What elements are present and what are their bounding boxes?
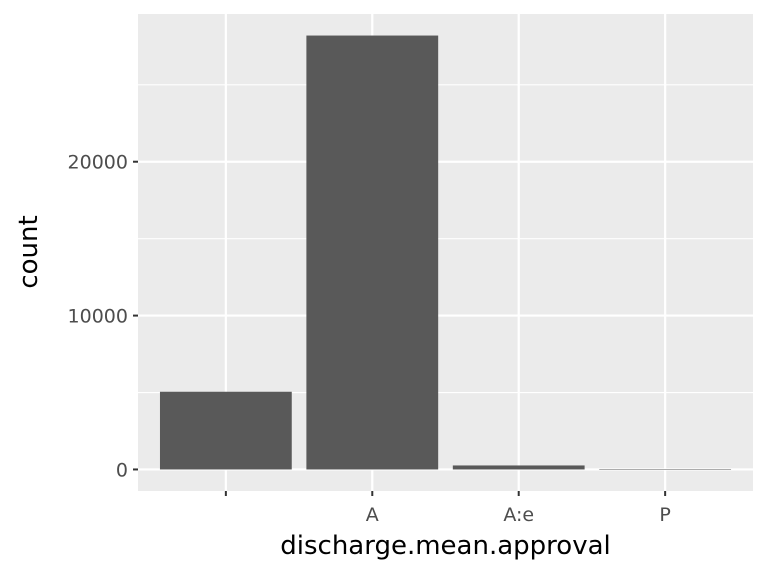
- bar: [599, 469, 732, 470]
- x-tick-label: A:e: [503, 504, 534, 526]
- y-tick-label: 10000: [68, 306, 128, 328]
- bars: [159, 35, 732, 470]
- x-tick-label: A: [366, 504, 379, 526]
- bar: [159, 391, 292, 470]
- y-tick-label: 0: [116, 459, 128, 481]
- x-tick-label: P: [659, 504, 670, 526]
- x-axis-title: discharge.mean.approval: [280, 531, 610, 561]
- bar: [306, 35, 439, 470]
- y-axis-title: count: [14, 215, 44, 288]
- x-axis: A A:e P: [224, 491, 671, 526]
- bar: [452, 465, 585, 470]
- y-axis: 0 10000 20000: [68, 152, 138, 481]
- y-tick-label: 20000: [68, 152, 128, 174]
